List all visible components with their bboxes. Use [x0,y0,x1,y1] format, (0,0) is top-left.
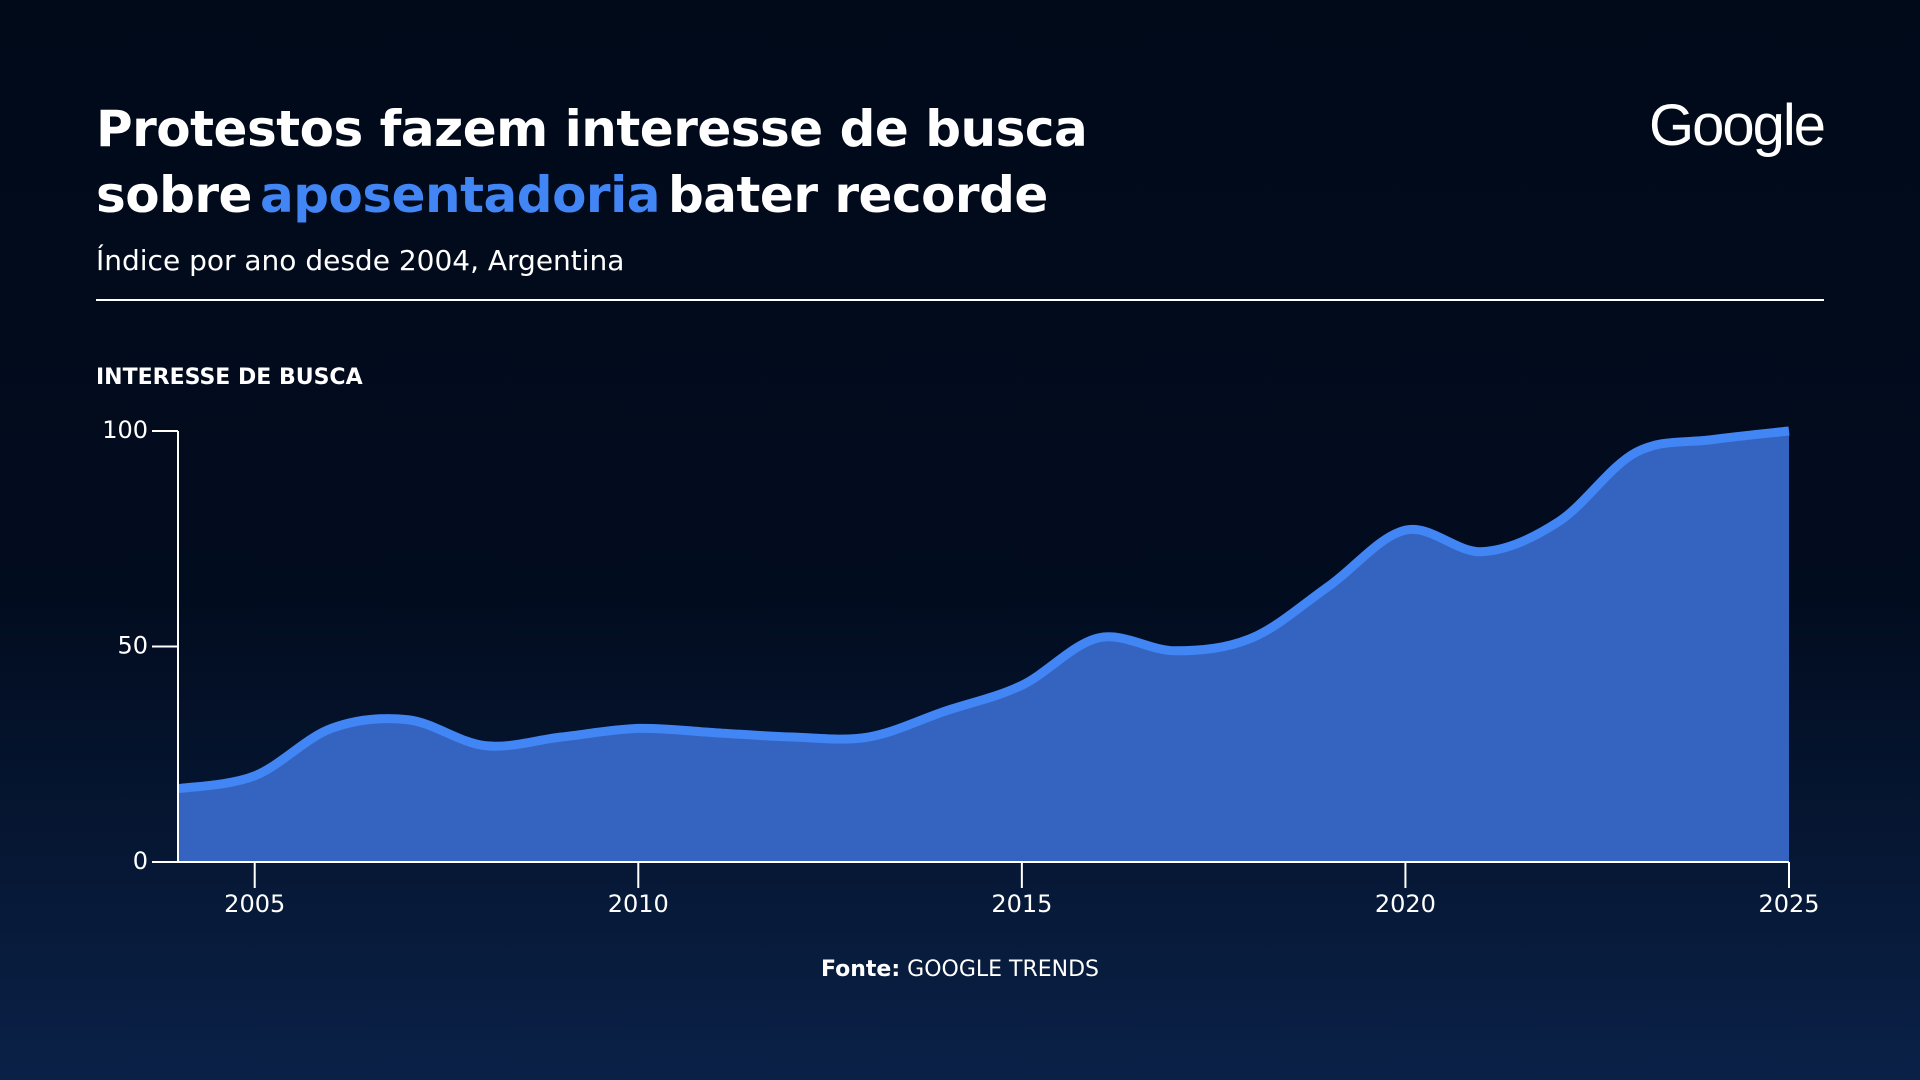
x-tick-label: 2015 [991,890,1052,918]
title-text: sobre [96,166,252,224]
line [177,426,1790,794]
source: Fonte: GOOGLE TRENDS [821,957,1099,982]
logo: Google [1648,93,1826,158]
x-tick-label: 2025 [1758,890,1819,918]
title-text: bater recorde [667,166,1048,224]
x-tick-label: 2005 [224,890,285,918]
title-highlight: aposentadoria [259,166,660,224]
source-label: Fonte: [821,957,900,982]
x-tick-label: 2020 [1375,890,1436,918]
y-tick-label: 50 [117,632,148,660]
chart-title: Protestos fazem interesse de busca sobre… [96,96,1088,228]
y-tick-label: 100 [102,416,148,444]
source-text: GOOGLE TRENDS [907,957,1099,982]
y-axis-label: INTERESSE DE BUSCA [96,365,363,390]
divider [96,299,1824,301]
area [178,431,1789,862]
subtitle: Índice por ano desde 2004, Argentina [96,244,625,277]
x-tick-label: 2010 [608,890,669,918]
y-tick-label: 0 [133,847,148,875]
title-text: Protestos fazem interesse de busca [96,100,1088,158]
